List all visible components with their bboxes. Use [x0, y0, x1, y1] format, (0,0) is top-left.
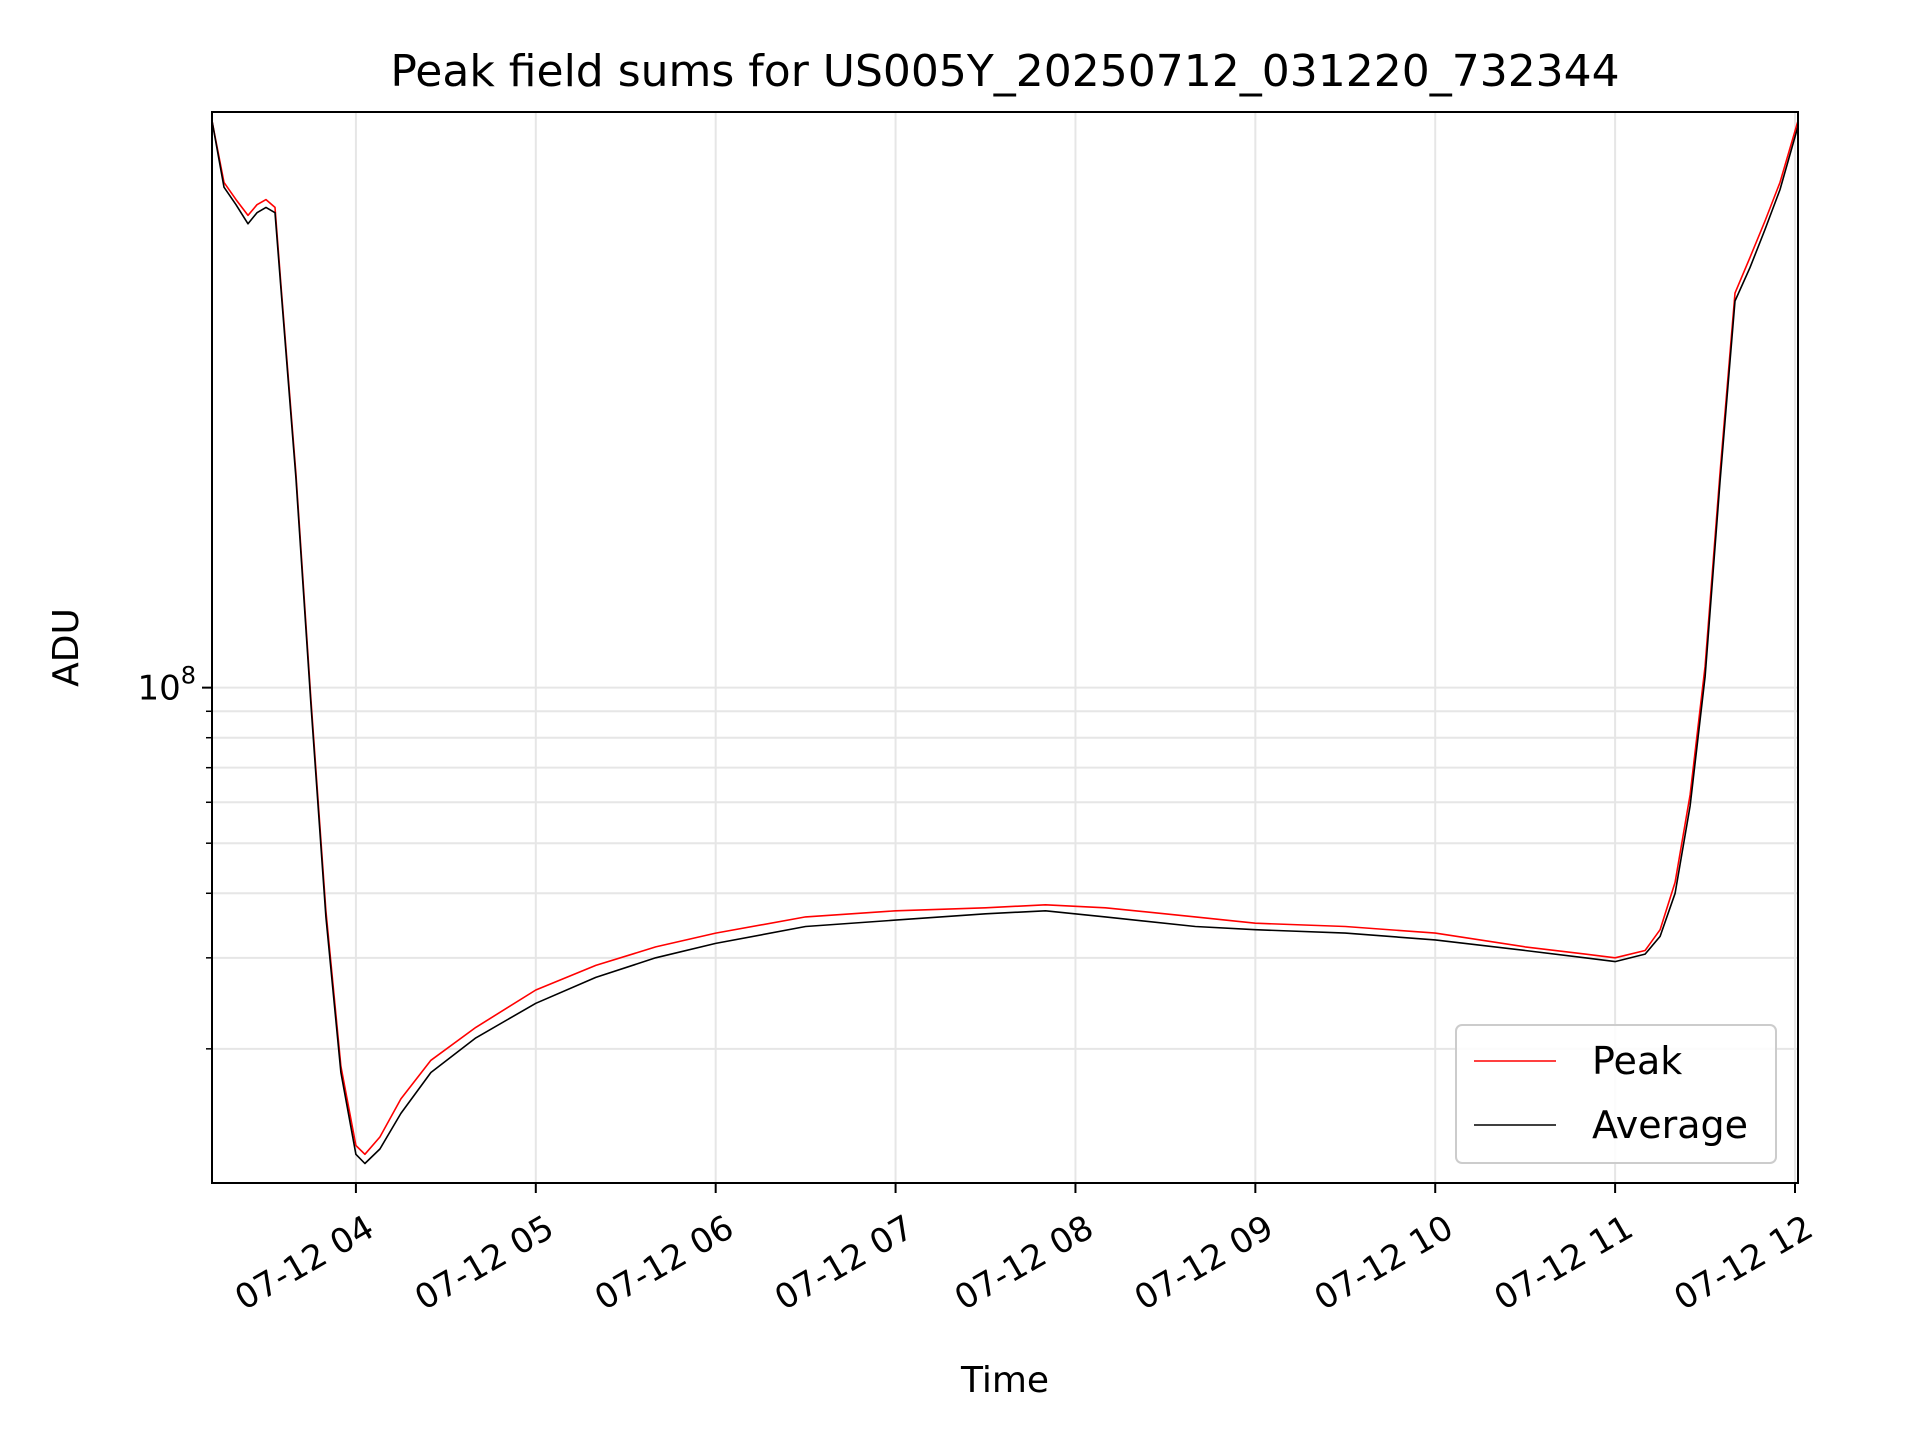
chart-title: Peak field sums for US005Y_20250712_0312…	[390, 46, 1619, 97]
x-tick-label: 07-12 05	[408, 1208, 560, 1319]
plot-series	[211, 120, 1799, 1165]
x-tick-label: 07-12 04	[228, 1208, 380, 1319]
x-tick-label: 07-12 06	[588, 1208, 740, 1319]
x-tick-label: 07-12 12	[1668, 1208, 1820, 1319]
y-tick-label: 108	[137, 662, 196, 709]
axis-ticks: 07-12 04 07-12 05 07-12 06 07-12 07 07-12 08…	[137, 662, 1819, 1319]
x-axis-label: Time	[960, 1360, 1049, 1401]
x-tick-label: 07-12 08	[948, 1208, 1100, 1319]
x-tick-label: 07-12 10	[1308, 1208, 1460, 1319]
y-axis-label: ADU	[46, 608, 87, 687]
x-tick-label: 07-12 11	[1488, 1208, 1640, 1319]
legend: Peak Average	[1455, 1024, 1777, 1164]
series-line-average	[211, 120, 1799, 1165]
legend-label-peak: Peak	[1592, 1039, 1682, 1083]
x-tick-label: 07-12 07	[768, 1208, 920, 1319]
legend-box	[1455, 1024, 1777, 1164]
x-tick-label: 07-12 09	[1128, 1208, 1280, 1319]
series-line-peak	[211, 120, 1799, 1156]
axes-frame	[211, 111, 1799, 1184]
legend-label-average: Average	[1592, 1103, 1748, 1147]
grid	[212, 112, 1798, 1183]
